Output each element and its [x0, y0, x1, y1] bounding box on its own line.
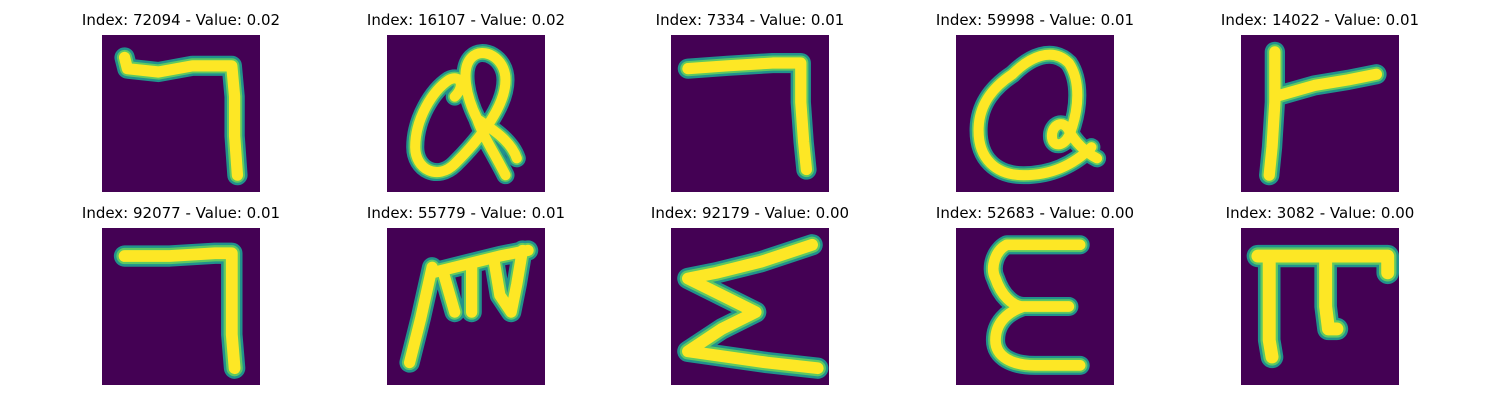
glyph-image	[1241, 228, 1399, 385]
image-panel: Index: 52683 - Value: 0.00	[936, 204, 1134, 385]
panel-title: Index: 55779 - Value: 0.01	[366, 204, 566, 222]
glyph-stroke	[682, 57, 813, 176]
glyph-image	[671, 228, 829, 385]
panel-title: Index: 92179 - Value: 0.00	[650, 204, 850, 222]
glyph-image	[956, 228, 1114, 385]
glyph-image	[102, 228, 260, 385]
glyph-image	[1241, 35, 1399, 192]
glyph-image	[671, 35, 829, 192]
glyph-image	[387, 35, 545, 192]
image-panel: Index: 3082 - Value: 0.00	[1226, 204, 1414, 385]
panel-title: Index: 16107 - Value: 0.02	[366, 11, 566, 29]
image-panel: Index: 92179 - Value: 0.00	[651, 204, 849, 385]
panel-title: Index: 14022 - Value: 0.01	[1220, 11, 1420, 29]
glyph-stroke	[118, 51, 244, 181]
glyph-stroke	[403, 244, 534, 369]
glyph-stroke	[410, 48, 522, 181]
glyph-image	[956, 35, 1114, 192]
image-panel: Index: 14022 - Value: 0.01	[1221, 11, 1419, 192]
glyph-image	[102, 35, 260, 192]
image-panel: Index: 7334 - Value: 0.01	[656, 11, 844, 192]
panel-title: Index: 92077 - Value: 0.01	[81, 204, 281, 222]
glyph-stroke	[1251, 249, 1395, 364]
image-panel: Index: 59998 - Value: 0.01	[936, 11, 1134, 192]
glyph-stroke	[973, 49, 1103, 181]
panel-title: Index: 3082 - Value: 0.00	[1225, 204, 1415, 222]
glyph-stroke	[1263, 46, 1383, 181]
image-panel: Index: 16107 - Value: 0.02	[367, 11, 565, 192]
glyph-image	[387, 228, 545, 385]
image-panel: Index: 72094 - Value: 0.02	[82, 11, 280, 192]
panel-title: Index: 59998 - Value: 0.01	[935, 11, 1135, 29]
glyph-stroke	[118, 247, 241, 375]
panel-title: Index: 72094 - Value: 0.02	[81, 11, 281, 29]
glyph-stroke	[682, 238, 824, 375]
panel-title: Index: 52683 - Value: 0.00	[935, 204, 1135, 222]
image-panel: Index: 92077 - Value: 0.01	[82, 204, 280, 385]
panel-title: Index: 7334 - Value: 0.01	[655, 11, 845, 29]
image-panel: Index: 55779 - Value: 0.01	[367, 204, 565, 385]
glyph-stroke	[987, 239, 1086, 371]
